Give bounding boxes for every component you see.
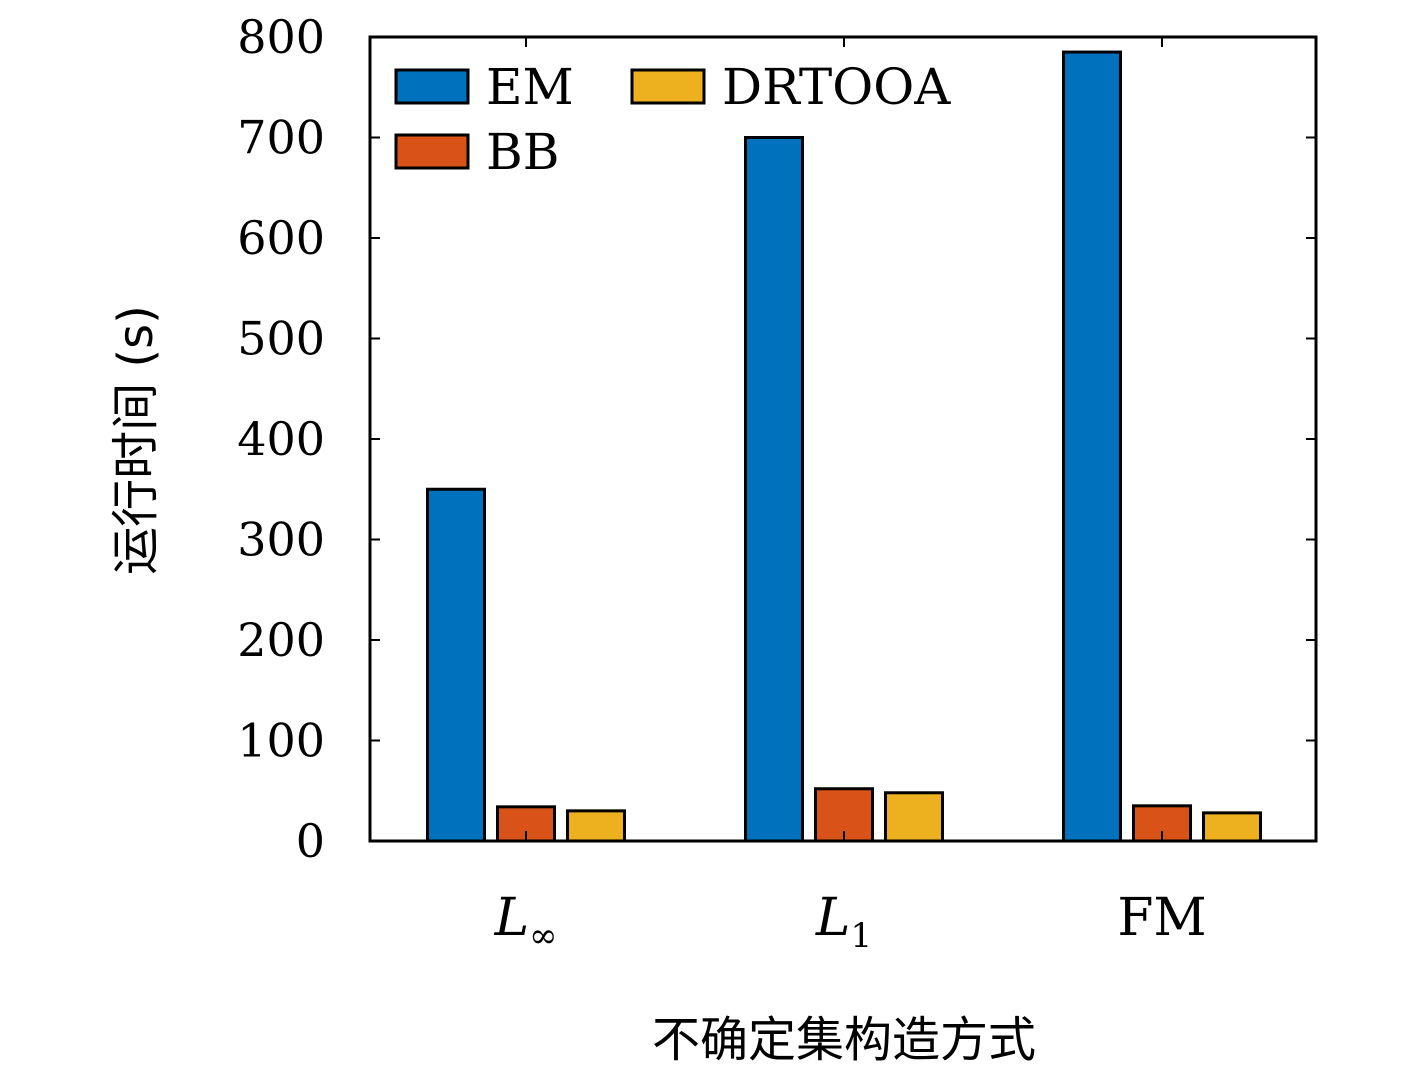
- y-tick-label: 600: [237, 211, 325, 265]
- legend: EM DRTOOA BB: [394, 58, 951, 181]
- y-tick-label: 100: [237, 714, 325, 768]
- y-tick-label: 400: [237, 412, 325, 466]
- bar-em: [1062, 50, 1122, 843]
- x-axis-category-labels: L∞ L1 FM: [494, 888, 1207, 956]
- legend-swatch-em: [394, 68, 470, 105]
- x-tick-label: FM: [1117, 888, 1206, 948]
- bars-group: [426, 37, 1262, 843]
- y-tick-label: 0: [296, 814, 325, 868]
- legend-label-bb: BB: [486, 123, 560, 181]
- x-tick-label: L1: [815, 888, 872, 956]
- y-tick-label: 800: [237, 10, 325, 64]
- y-tick-label: 500: [237, 312, 325, 366]
- plot-area-frame: [368, 35, 1318, 843]
- y-axis-label: 运行时间 (s): [108, 305, 164, 575]
- x-axis-label: 不确定集构造方式: [652, 1012, 1036, 1067]
- bar-em: [744, 136, 804, 843]
- y-tick-label: 200: [237, 613, 325, 667]
- bar-drtooa: [566, 809, 626, 843]
- x-tick-label: L∞: [494, 888, 558, 956]
- legend-swatch-bb: [394, 133, 470, 170]
- legend-swatch-drtooa: [630, 68, 706, 105]
- legend-label-drtooa: DRTOOA: [722, 58, 951, 116]
- y-tick-label: 300: [237, 513, 325, 567]
- y-tick-label: 700: [237, 111, 325, 165]
- bar-drtooa: [1202, 811, 1262, 843]
- bar-em: [426, 487, 486, 843]
- bar-drtooa: [884, 791, 944, 843]
- legend-label-em: EM: [486, 58, 574, 116]
- y-axis-ticks: 0 100 200 300 400 500 600 700 800: [237, 10, 1316, 868]
